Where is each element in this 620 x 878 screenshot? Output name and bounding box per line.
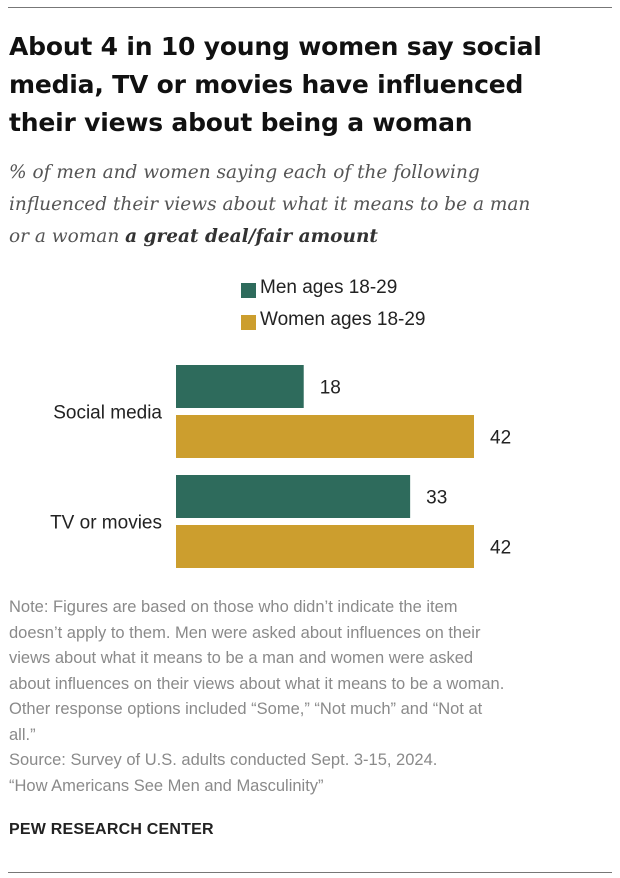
data-label-tv-or-movies-women: 42 [490, 538, 511, 559]
title-line-3: their views about being a woman [9, 108, 473, 137]
subtitle-line-3: or a woman a great deal/fair amount [9, 221, 609, 253]
title-line-1: About 4 in 10 young women say social [9, 32, 542, 61]
bar-social-media-men [176, 365, 304, 408]
source-line-1: Source: Survey of U.S. adults conducted … [9, 751, 438, 769]
bottom-rule [8, 872, 612, 873]
note-line-3: views about what it means to be a man an… [9, 649, 474, 667]
chart-title: About 4 in 10 young women say social med… [9, 28, 609, 142]
data-label-social-media-men: 18 [320, 378, 341, 399]
note-line-2: doesn’t apply to them. Men were asked ab… [9, 623, 481, 642]
subtitle-emphasis: a great deal/fair amount [125, 226, 378, 247]
legend-swatch-men [241, 283, 256, 298]
data-label-tv-or-movies-men: 33 [426, 488, 447, 509]
legend-label-men: Men ages 18-29 [260, 277, 398, 298]
subtitle-line-2: influenced their views about what it mea… [9, 194, 531, 215]
bar-social-media-women [176, 415, 474, 458]
note-line-4: about influences on their views about wh… [9, 674, 505, 693]
title-line-2: media, TV or movies have influenced [9, 70, 524, 99]
chart-subtitle: % of men and women saying each of the fo… [9, 157, 609, 253]
note-line-6: all.” [9, 725, 36, 744]
bar-tv-or-movies-men [176, 475, 411, 518]
category-label-tv-or-movies: TV or movies [50, 513, 162, 534]
category-label-social-media: Social media [53, 403, 162, 424]
top-rule [8, 7, 612, 8]
legend-label-women: Women ages 18-29 [260, 309, 426, 330]
subtitle-line-1: % of men and women saying each of the fo… [9, 162, 480, 183]
pew-research-center-logo: PEW RESEARCH CENTER [9, 821, 214, 838]
data-label-social-media-women: 42 [490, 428, 511, 449]
subtitle-line-3-text: or a woman [9, 226, 126, 247]
bar-chart: Social media 18 42 TV or movies 33 42 [50, 365, 511, 568]
note-line-5: Other response options included “Some,” … [9, 700, 483, 718]
legend-swatch-women [241, 315, 256, 330]
note-block: Note: Figures are based on those who did… [9, 595, 619, 799]
bar-tv-or-movies-women [176, 525, 474, 568]
source-line-2: “How Americans See Men and Masculinity” [9, 776, 324, 795]
note-line-1: Note: Figures are based on those who did… [9, 598, 458, 616]
